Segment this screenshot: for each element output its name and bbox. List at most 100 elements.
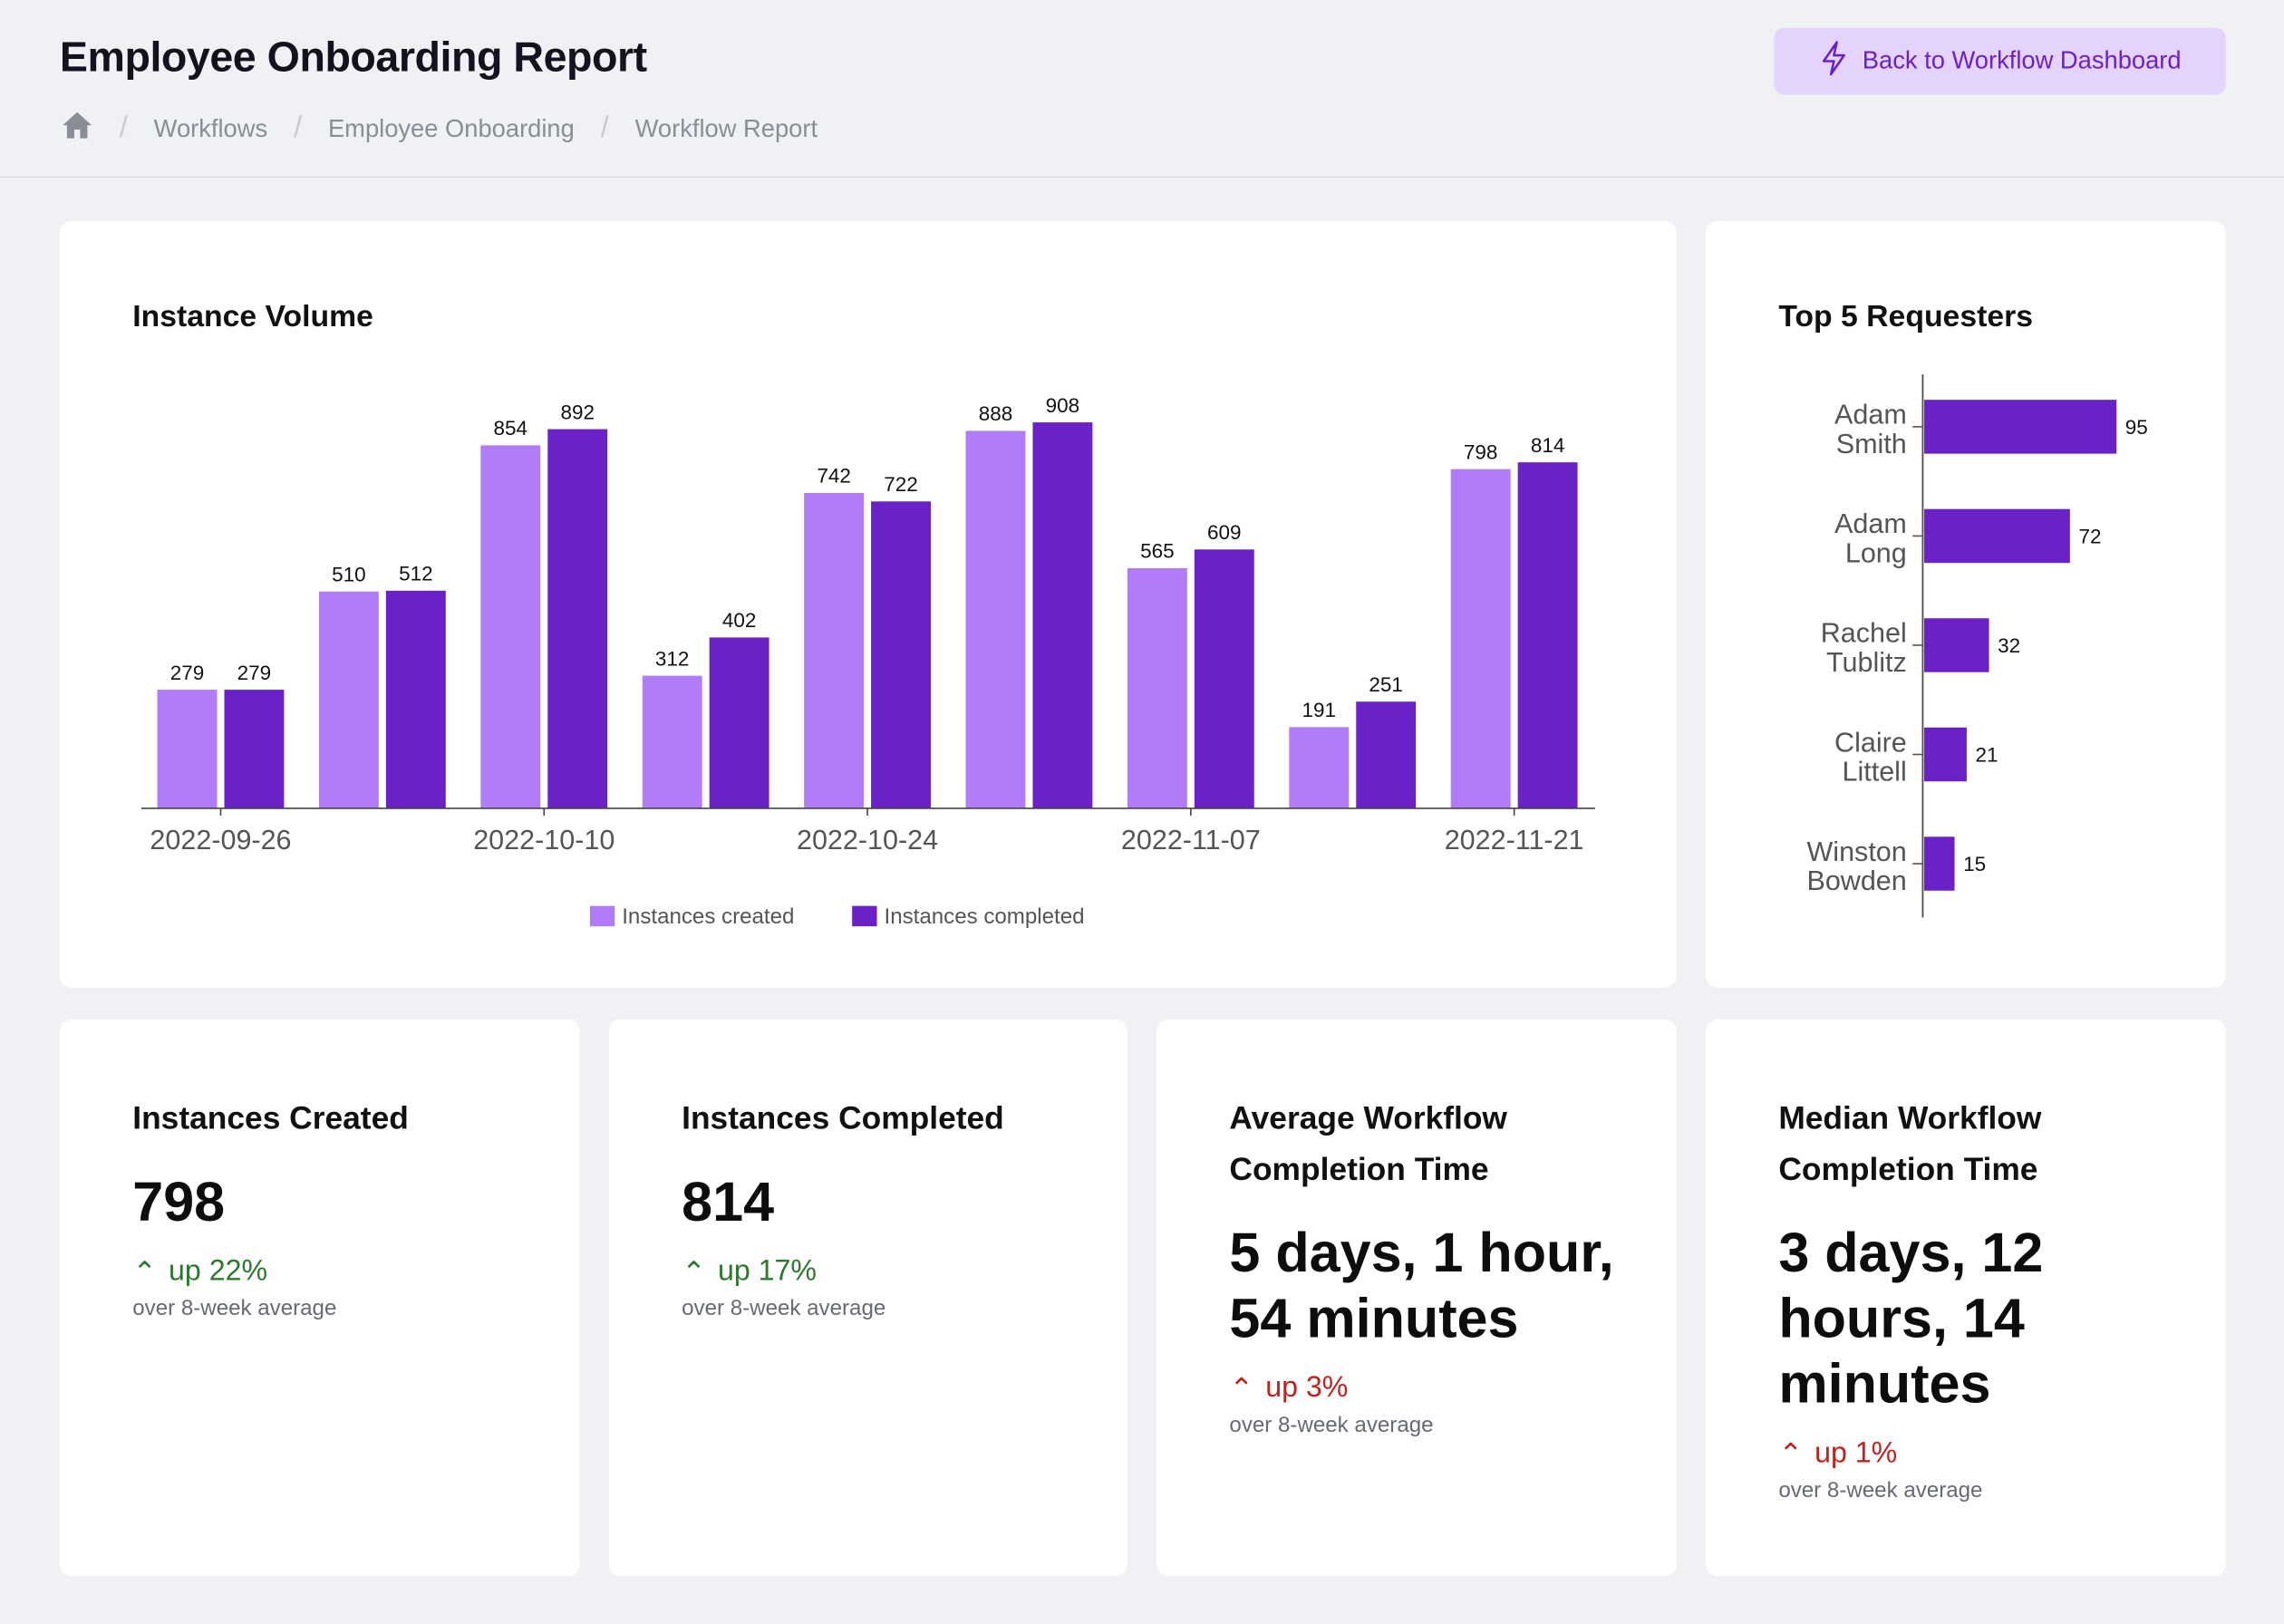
stat-title: Average Workflow Completion Time [1229,1099,1507,1187]
requester-value-label: 15 [1963,853,1986,875]
x-tick-label: 2022-10-24 [797,825,938,856]
chevron-up-icon: ⌃ [132,1256,158,1290]
stat-title: Instances Created [132,1099,409,1136]
bar-value-label: 251 [1369,673,1403,696]
bar-value-label: 512 [399,563,433,585]
x-tick-label: 2022-09-26 [150,825,291,856]
top-requesters-title: Top 5 Requesters [1778,300,2034,334]
bar-created [1450,469,1511,808]
stat-card-median-completion: Median Workflow Completion Time 3 days, … [1705,1019,2226,1576]
requester-bar [1924,618,1989,672]
requester-name-last: Tublitz [1826,647,1907,678]
chevron-up-icon: ⌃ [1778,1438,1804,1472]
stat-card-average-completion: Average Workflow Completion Time 5 days,… [1157,1019,1677,1576]
bar-completed [547,429,608,808]
bar-created [642,675,702,808]
requester-bar [1924,836,1955,891]
stat-subtext: over 8-week average [1778,1478,1983,1503]
requester-name-last: Smith [1836,429,1907,459]
home-icon[interactable] [61,111,92,147]
stat-trend: ⌃ up 22% [132,1254,267,1290]
requester-bar [1924,508,2070,564]
breadcrumb-separator: / [600,111,609,145]
bar-value-label: 798 [1464,440,1498,463]
stat-value: 814 [682,1172,775,1234]
bar-value-label: 312 [655,647,690,670]
breadcrumb-workflow-report[interactable]: Workflow Report [634,114,818,142]
breadcrumb-separator: / [294,111,303,145]
requester-name-first: Claire [1834,727,1907,758]
bar-value-label: 814 [1531,434,1565,457]
stat-value: 798 [132,1172,226,1234]
bar-value-label: 191 [1302,699,1337,721]
bar-created [480,445,541,808]
instance-volume-chart: 279 510 854 312 742 888 565 191 798 279 512 892 402 7… [140,394,1595,929]
breadcrumb-separator: / [119,111,128,145]
legend-swatch [852,905,877,927]
bar-value-label: 279 [170,662,205,684]
requester-name-first: Adam [1834,508,1907,539]
back-button-label: Back to Workflow Dashboard [1862,46,2182,74]
requester-name-last: Bowden [1806,865,1906,896]
bar-value-label: 888 [979,402,1013,425]
stat-title: Median Workflow Completion Time [1778,1099,2042,1187]
stat-trend: ⌃ up 17% [682,1254,817,1290]
breadcrumb-employee-onboarding[interactable]: Employee Onboarding [327,114,575,142]
stat-trend-text: up 3% [1265,1371,1349,1405]
requester-name-first: Rachel [1821,618,1907,649]
instance-volume-title: Instance Volume [132,300,373,334]
bar-created [804,492,865,808]
stat-trend-text: up 1% [1815,1437,1898,1470]
requester-bar [1924,727,1967,782]
x-tick-label: 2022-10-10 [473,825,615,856]
chevron-up-icon: ⌃ [682,1256,707,1290]
top-requesters-card: Top 5 Requesters 95 Adam Smith 72 Adam Long 32… [1705,221,2226,988]
requester-bar [1924,400,2117,454]
legend-label: Instances completed [885,904,1085,929]
back-to-dashboard-button[interactable]: Back to Workflow Dashboard [1774,27,2226,95]
bar-value-label: 510 [332,564,366,586]
stat-title: Instances Completed [682,1099,1004,1136]
bar-completed [1356,701,1417,808]
bar-value-label: 854 [494,417,528,440]
bar-created [1289,727,1350,808]
stat-trend: ⌃ up 1% [1778,1436,1897,1473]
bar-value-label: 722 [884,473,918,496]
chevron-up-icon: ⌃ [1229,1373,1254,1406]
stat-subtext: over 8-week average [682,1296,886,1321]
bar-completed [1194,549,1254,808]
bar-value-label: 279 [237,662,272,684]
bar-value-label: 908 [1046,394,1080,417]
stat-value: 5 days, 1 hour, 54 minutes [1229,1223,1614,1350]
instance-volume-card: Instance Volume 279 510 854 312 742 888 565 191… [59,221,1677,988]
stat-value: 3 days, 12 hours, 14 minutes [1778,1223,2044,1416]
bar-created [318,591,379,808]
bar-created [965,430,1026,808]
bar-value-label: 402 [722,609,757,632]
page-title: Employee Onboarding Report [59,34,647,82]
stat-trend: ⌃ up 3% [1229,1370,1348,1406]
stat-subtext: over 8-week average [1229,1412,1434,1438]
lightning-icon [1819,40,1848,82]
top-requesters-chart: 95AdamSmith72AdamLong32RachelTublitz21Cl… [1806,374,2148,918]
requester-value-label: 72 [2078,525,2101,547]
stat-card-instances-completed: Instances Completed 814 ⌃ up 17% over 8-w… [608,1019,1127,1576]
requester-name-last: Littell [1842,756,1906,787]
bar-completed [1032,422,1093,808]
requester-value-label: 32 [1998,634,2020,657]
breadcrumb-workflows[interactable]: Workflows [153,114,268,142]
breadcrumb: / Workflows / Employee Onboarding / Work… [61,111,818,147]
bar-completed [871,501,931,808]
requester-name-first: Adam [1834,400,1907,430]
requester-value-label: 21 [1976,744,1998,767]
bar-value-label: 892 [560,401,595,423]
stat-subtext: over 8-week average [132,1296,337,1321]
bar-completed [385,590,446,808]
x-tick-label: 2022-11-21 [1445,825,1584,856]
legend-swatch [589,905,615,927]
stat-trend-text: up 17% [717,1255,817,1288]
bar-value-label: 565 [1140,540,1175,563]
stat-trend-text: up 22% [169,1255,268,1288]
bar-completed [709,637,769,808]
bar-created [157,690,218,808]
